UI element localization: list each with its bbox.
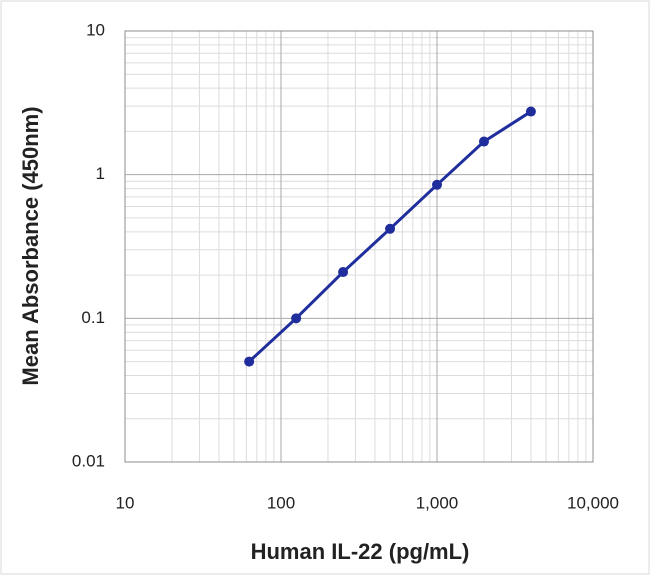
y-tick-label: 0.01	[72, 451, 105, 470]
data-point	[244, 356, 255, 367]
x-tick-label: 10,000	[567, 493, 619, 512]
y-tick-label: 0.1	[81, 308, 105, 327]
y-tick-label: 1	[96, 164, 105, 183]
data-point	[385, 223, 396, 234]
data-point	[525, 106, 536, 117]
x-axis-label: Human IL-22 (pg/mL)	[251, 539, 470, 564]
grid	[124, 30, 594, 463]
x-tick-label: 10	[116, 493, 135, 512]
data-point	[432, 179, 442, 190]
data-point	[478, 136, 489, 147]
y-axis-label: Mean Absorbance (450nm)	[18, 106, 43, 385]
x-tick-label: 100	[267, 493, 295, 512]
plot-border	[124, 30, 594, 463]
data-point	[338, 267, 349, 278]
y-tick-label: 10	[86, 20, 105, 39]
data-point	[291, 313, 302, 324]
x-tick-label: 1,000	[416, 493, 459, 512]
